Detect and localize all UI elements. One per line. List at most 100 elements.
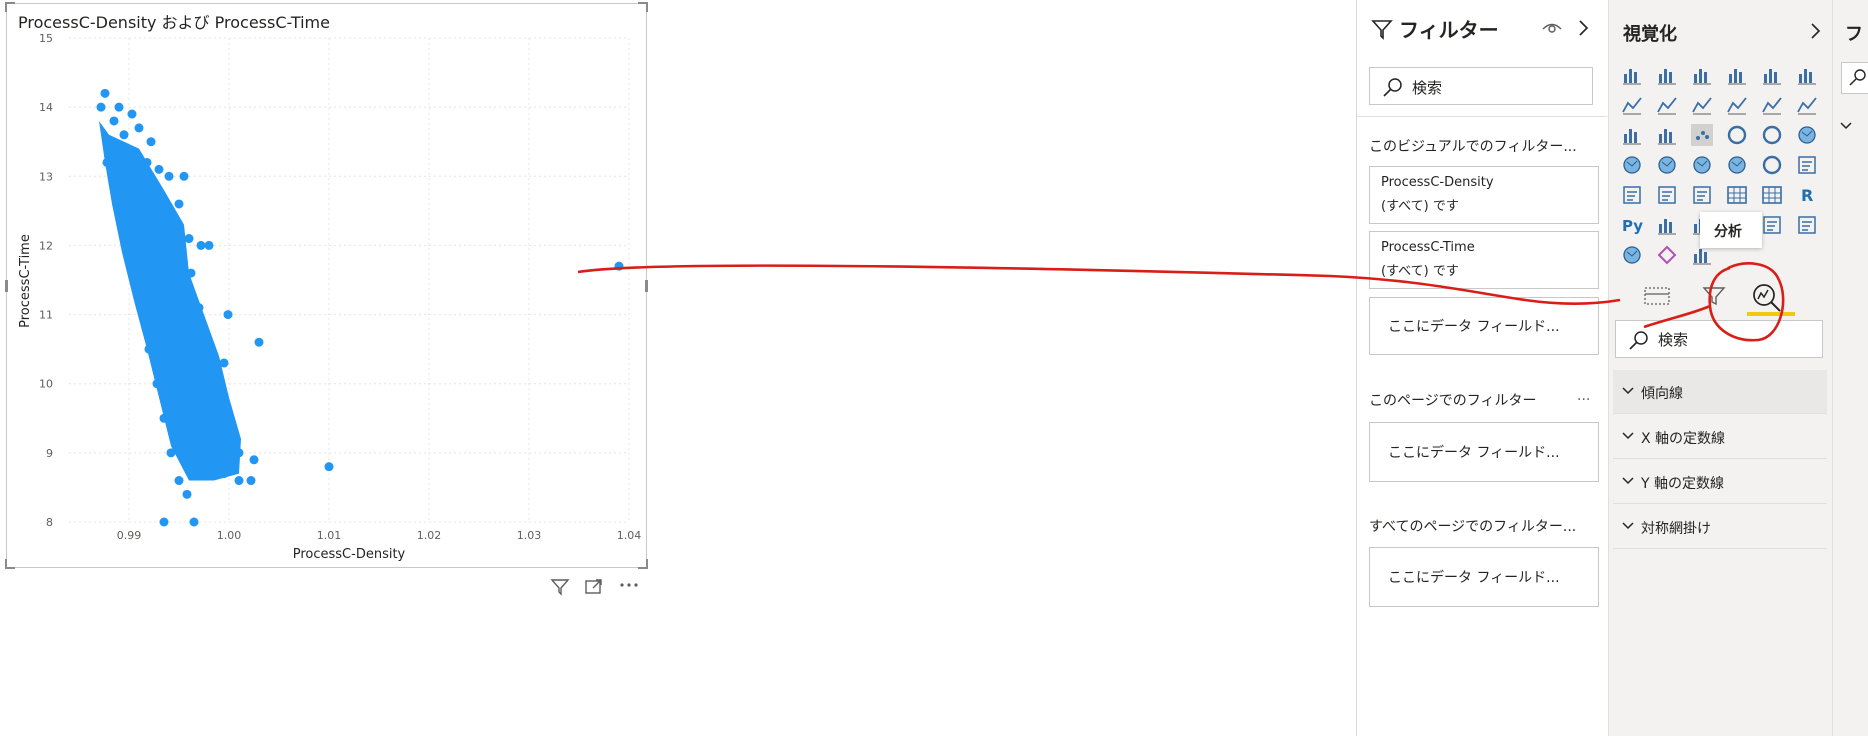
scatter-point[interactable] — [127, 109, 137, 119]
scatter-point[interactable] — [219, 469, 229, 479]
collapse-pane-icon[interactable] — [1809, 20, 1823, 46]
shape-map-icon[interactable] — [1691, 154, 1713, 176]
scatter-point[interactable] — [142, 157, 152, 167]
scatter-point[interactable] — [204, 469, 214, 479]
fields-tab-icon[interactable] — [1643, 284, 1671, 312]
scatter-point[interactable] — [174, 199, 184, 209]
scatter-point[interactable] — [202, 406, 212, 416]
eye-icon[interactable] — [1541, 18, 1563, 42]
scatter-point[interactable] — [102, 157, 112, 167]
scatter-point[interactable] — [149, 247, 159, 257]
stacked-bar-icon[interactable] — [1621, 64, 1643, 86]
scatter-point[interactable] — [182, 365, 192, 375]
multi-row-card-icon[interactable] — [1621, 184, 1643, 206]
drop-zone-page[interactable]: ここにデータ フィールド... — [1369, 422, 1599, 482]
card-icon[interactable] — [1796, 154, 1818, 176]
scatter-point[interactable] — [222, 434, 232, 444]
scatter-point[interactable] — [179, 171, 189, 181]
scatter-point[interactable] — [129, 213, 139, 223]
scatter-point[interactable] — [162, 254, 172, 264]
fields-search-input[interactable] — [1841, 62, 1868, 94]
scatter-point[interactable] — [219, 358, 229, 368]
scatter-point[interactable] — [194, 372, 204, 382]
scatter-point[interactable] — [159, 517, 169, 527]
scatter-point[interactable] — [154, 164, 164, 174]
scatter-point[interactable] — [159, 413, 169, 423]
gauge-icon[interactable] — [1761, 154, 1783, 176]
scatter-point[interactable] — [169, 358, 179, 368]
scatter-point[interactable] — [122, 185, 132, 195]
scatter-point[interactable] — [179, 455, 189, 465]
scatter-point[interactable] — [146, 137, 156, 147]
matrix-icon[interactable] — [1761, 184, 1783, 206]
r-visual-icon[interactable]: R — [1796, 184, 1818, 206]
scatter-point[interactable] — [109, 116, 119, 126]
scatter-point[interactable] — [209, 365, 219, 375]
line-column-icon[interactable] — [1726, 94, 1748, 116]
scatter-point[interactable] — [152, 379, 162, 389]
scatter-point[interactable] — [234, 476, 244, 486]
scatter-point[interactable] — [154, 220, 164, 230]
map-icon[interactable] — [1621, 154, 1643, 176]
more-options-icon[interactable] — [618, 575, 640, 597]
scatter-point[interactable] — [214, 399, 224, 409]
scatter-point[interactable] — [324, 462, 334, 472]
scatter-point[interactable] — [174, 261, 184, 271]
scatter-point[interactable] — [176, 393, 186, 403]
scatter-point[interactable] — [166, 448, 176, 458]
table-icon[interactable] — [1726, 184, 1748, 206]
scatter-point[interactable] — [144, 344, 154, 354]
scatter-point[interactable] — [124, 234, 134, 244]
analytics-search-input[interactable]: 検索 — [1615, 320, 1823, 358]
scatter-point[interactable] — [234, 448, 244, 458]
kpi-icon[interactable] — [1656, 184, 1678, 206]
filter-card-time[interactable]: ProcessC-Time (すべて) です — [1369, 231, 1599, 289]
page-filters-more[interactable]: ... — [1577, 388, 1591, 404]
stacked-area-icon[interactable] — [1691, 94, 1713, 116]
clustered-bar-icon[interactable] — [1691, 64, 1713, 86]
scatter-chart-icon[interactable] — [1691, 124, 1713, 146]
paginated-report-icon[interactable] — [1796, 214, 1818, 236]
treemap-icon[interactable] — [1796, 124, 1818, 146]
scatter-point[interactable] — [136, 240, 146, 250]
scatter-point[interactable] — [614, 261, 624, 271]
scatter-point[interactable] — [174, 323, 184, 333]
x-axis-constant-line-accordion[interactable]: X 軸の定数線 — [1613, 415, 1827, 459]
symmetry-shading-accordion[interactable]: 対称網掛け — [1613, 505, 1827, 549]
format-tab-icon[interactable] — [1701, 284, 1727, 312]
scatter-point[interactable] — [164, 386, 174, 396]
scatter-point[interactable] — [114, 151, 124, 161]
stacked-column-icon[interactable] — [1656, 64, 1678, 86]
scatter-point[interactable] — [196, 240, 206, 250]
slicer-icon[interactable] — [1691, 184, 1713, 206]
scatter-point[interactable] — [209, 441, 219, 451]
scatter-point[interactable] — [184, 427, 194, 437]
key-influencers-icon[interactable] — [1656, 214, 1678, 236]
scatter-point[interactable] — [154, 282, 164, 292]
filter-icon[interactable] — [550, 578, 570, 600]
scatter-point[interactable] — [186, 330, 196, 340]
scatter-point[interactable] — [223, 310, 233, 320]
scatter-point[interactable] — [156, 351, 166, 361]
power-automate-icon[interactable] — [1691, 244, 1713, 266]
scatter-point[interactable] — [129, 151, 139, 161]
scatter-point[interactable] — [246, 476, 256, 486]
scatter-point[interactable] — [186, 268, 196, 278]
scatter-point[interactable] — [142, 213, 152, 223]
smart-narrative-icon[interactable] — [1761, 214, 1783, 236]
filter-search-input[interactable]: 検索 — [1369, 67, 1593, 105]
scatter-point[interactable] — [149, 192, 159, 202]
scatter-point[interactable] — [129, 268, 139, 278]
drop-zone-visual[interactable]: ここにデータ フィールド... — [1369, 297, 1599, 355]
scatter-point[interactable] — [204, 240, 214, 250]
scatter-point[interactable] — [100, 88, 110, 98]
scatter-point[interactable] — [172, 420, 182, 430]
filter-card-density[interactable]: ProcessC-Density (すべて) です — [1369, 166, 1599, 224]
azure-map-icon[interactable] — [1726, 154, 1748, 176]
scatter-point[interactable] — [104, 137, 114, 147]
scatter-point[interactable] — [254, 337, 264, 347]
scatter-point[interactable] — [189, 399, 199, 409]
ribbon-chart-icon[interactable] — [1796, 94, 1818, 116]
scatter-point[interactable] — [174, 476, 184, 486]
scatter-point[interactable] — [119, 130, 129, 140]
